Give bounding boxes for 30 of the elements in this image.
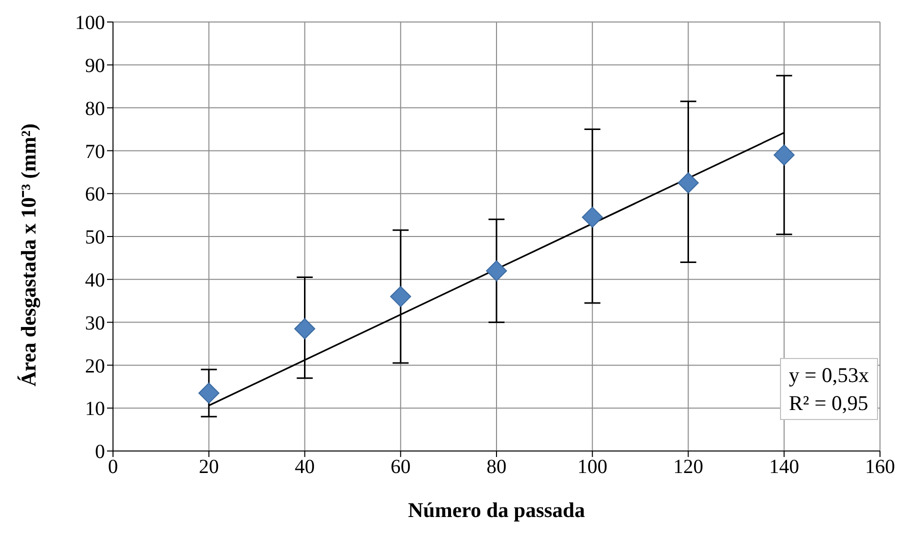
- point: [294, 318, 316, 340]
- x-tick-label: 40: [294, 456, 315, 478]
- y-tick-label: 100: [75, 12, 105, 34]
- y-tick-label: 90: [85, 55, 105, 77]
- point: [198, 382, 220, 404]
- x-tick-label: 80: [486, 456, 506, 478]
- y-tick-label: 80: [85, 98, 105, 120]
- point: [582, 206, 603, 228]
- annotation: y = 0,53x: [788, 362, 869, 389]
- y-tick-label: 20: [85, 355, 105, 378]
- y-axis-title: Área desgastada x 10⁻³ (mm²): [16, 123, 40, 386]
- point: [678, 172, 699, 194]
- point: [390, 286, 412, 308]
- point: [774, 144, 795, 166]
- x-tick-label: 60: [390, 456, 411, 478]
- point: [486, 260, 507, 282]
- x-tick-label: 120: [673, 456, 704, 478]
- y-tick-label: 40: [85, 270, 105, 292]
- y-tick-label: 30: [85, 312, 105, 334]
- annotation: R² = 0,95: [788, 390, 869, 417]
- x-tick-label: 160: [865, 456, 895, 478]
- y-tick-label: 10: [85, 398, 105, 420]
- x-tick-label: 140: [769, 456, 800, 478]
- y-tick-label: 70: [85, 140, 105, 163]
- y-tick-label: 0: [95, 441, 105, 464]
- y-tick-label: 60: [85, 184, 105, 206]
- x-axis-title: Número da passada: [408, 498, 586, 522]
- x-tick-label: 100: [577, 456, 608, 478]
- y-tick-label: 50: [85, 226, 105, 249]
- x-tick-label: 20: [198, 456, 219, 478]
